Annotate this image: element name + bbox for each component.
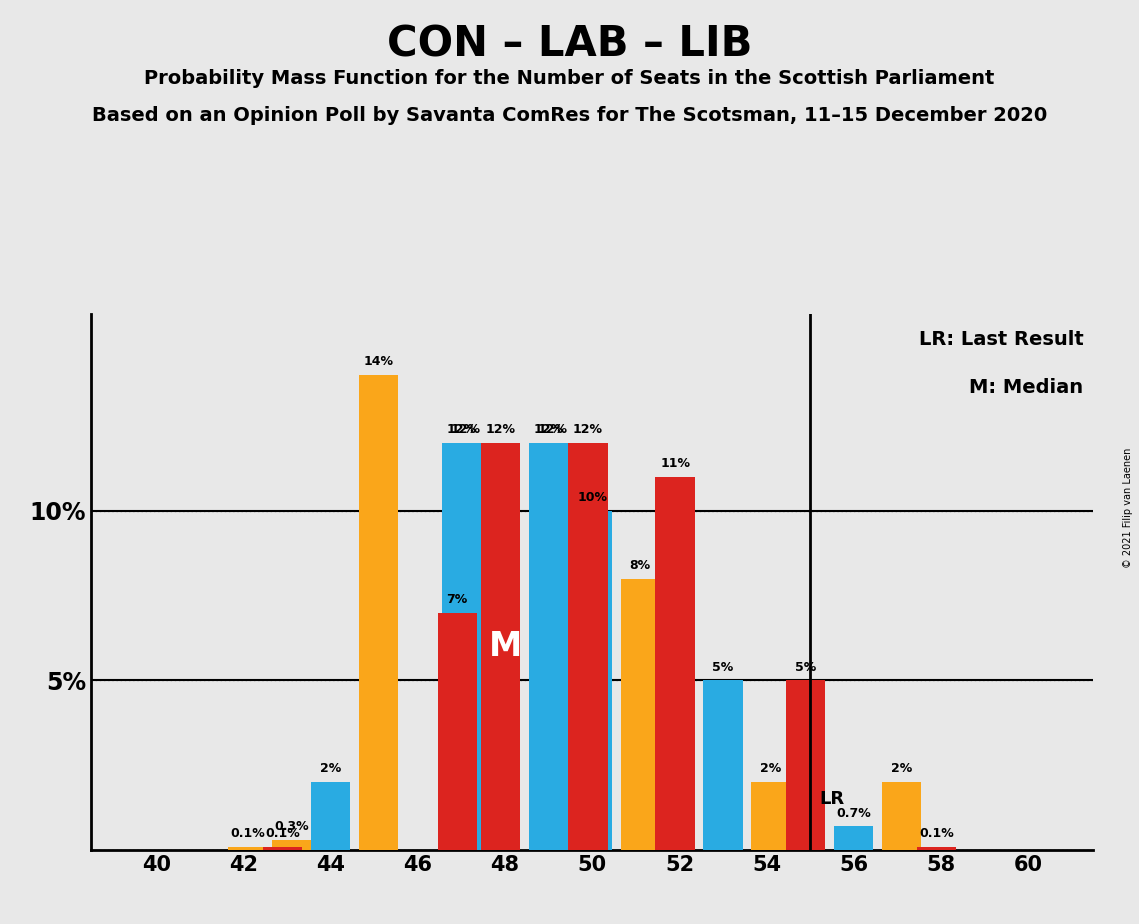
Bar [533,443,573,850]
Bar [834,826,874,850]
Bar [272,840,311,850]
Bar [704,680,743,850]
Text: 0.3%: 0.3% [274,821,309,833]
Text: 12%: 12% [485,423,516,436]
Text: 11%: 11% [661,457,690,470]
Bar [655,477,695,850]
Bar [442,443,481,850]
Text: 12%: 12% [538,423,568,436]
Text: LR: LR [819,790,844,808]
Text: 12%: 12% [573,423,603,436]
Bar [359,375,399,850]
Text: 14%: 14% [363,356,394,369]
Text: 12%: 12% [534,423,564,436]
Text: 12%: 12% [446,423,476,436]
Text: Based on an Opinion Poll by Savanta ComRes for The Scotsman, 11–15 December 2020: Based on an Opinion Poll by Savanta ComR… [92,106,1047,126]
Text: 5%: 5% [712,661,734,674]
Text: M: Median: M: Median [969,379,1083,397]
Bar [573,511,612,850]
Bar [530,443,568,850]
Text: 0.1%: 0.1% [265,827,301,840]
Text: 8%: 8% [630,559,650,572]
Text: 0.1%: 0.1% [230,827,265,840]
Text: LR: Last Result: LR: Last Result [919,330,1083,349]
Text: 10%: 10% [577,492,607,505]
Text: 0.7%: 0.7% [836,807,871,820]
Bar [229,846,268,850]
Bar [786,680,826,850]
Text: CON – LAB – LIB: CON – LAB – LIB [387,23,752,65]
Bar [882,783,921,850]
Text: 5%: 5% [795,661,817,674]
Text: 2%: 2% [891,762,912,775]
Bar [311,783,351,850]
Text: © 2021 Filip van Laenen: © 2021 Filip van Laenen [1123,448,1133,568]
Bar [446,443,485,850]
Bar [917,846,956,850]
Bar [263,846,303,850]
Text: 2%: 2% [320,762,342,775]
Text: M: M [489,630,522,663]
Bar [621,578,659,850]
Bar [437,613,477,850]
Text: 2%: 2% [761,762,781,775]
Text: 7%: 7% [446,593,468,606]
Text: 12%: 12% [451,423,481,436]
Bar [481,443,521,850]
Text: 0.1%: 0.1% [919,827,954,840]
Bar [752,783,790,850]
Text: Probability Mass Function for the Number of Seats in the Scottish Parliament: Probability Mass Function for the Number… [145,69,994,89]
Bar [568,443,607,850]
